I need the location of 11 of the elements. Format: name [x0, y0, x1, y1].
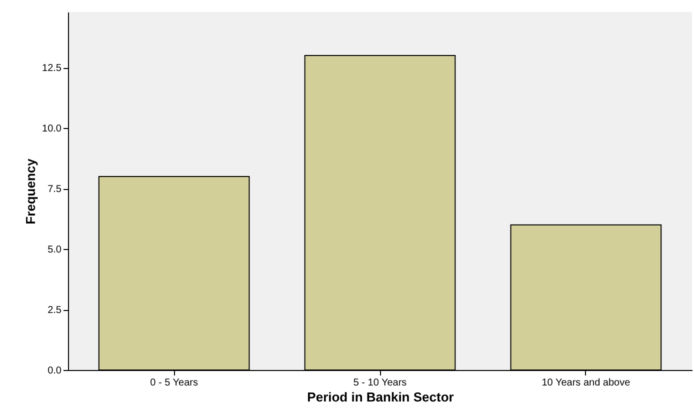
x-tick-label: 0 - 5 Years — [150, 378, 198, 388]
y-tick-label: 2.5 — [48, 305, 62, 316]
y-tick-label: 10.0 — [42, 124, 62, 135]
y-tick-label: 5.0 — [48, 244, 62, 256]
y-axis-title: Frequency — [23, 158, 38, 224]
y-tick-label: 12.5 — [42, 63, 62, 74]
x-tick-label: 5 - 10 Years — [353, 378, 407, 388]
x-axis-title: Period in Bankin Sector — [307, 390, 454, 404]
y-tick-label: 7.5 — [48, 184, 62, 196]
x-tick-label: 10 Years and above — [542, 378, 631, 388]
y-tick-label: 0.0 — [48, 366, 62, 376]
